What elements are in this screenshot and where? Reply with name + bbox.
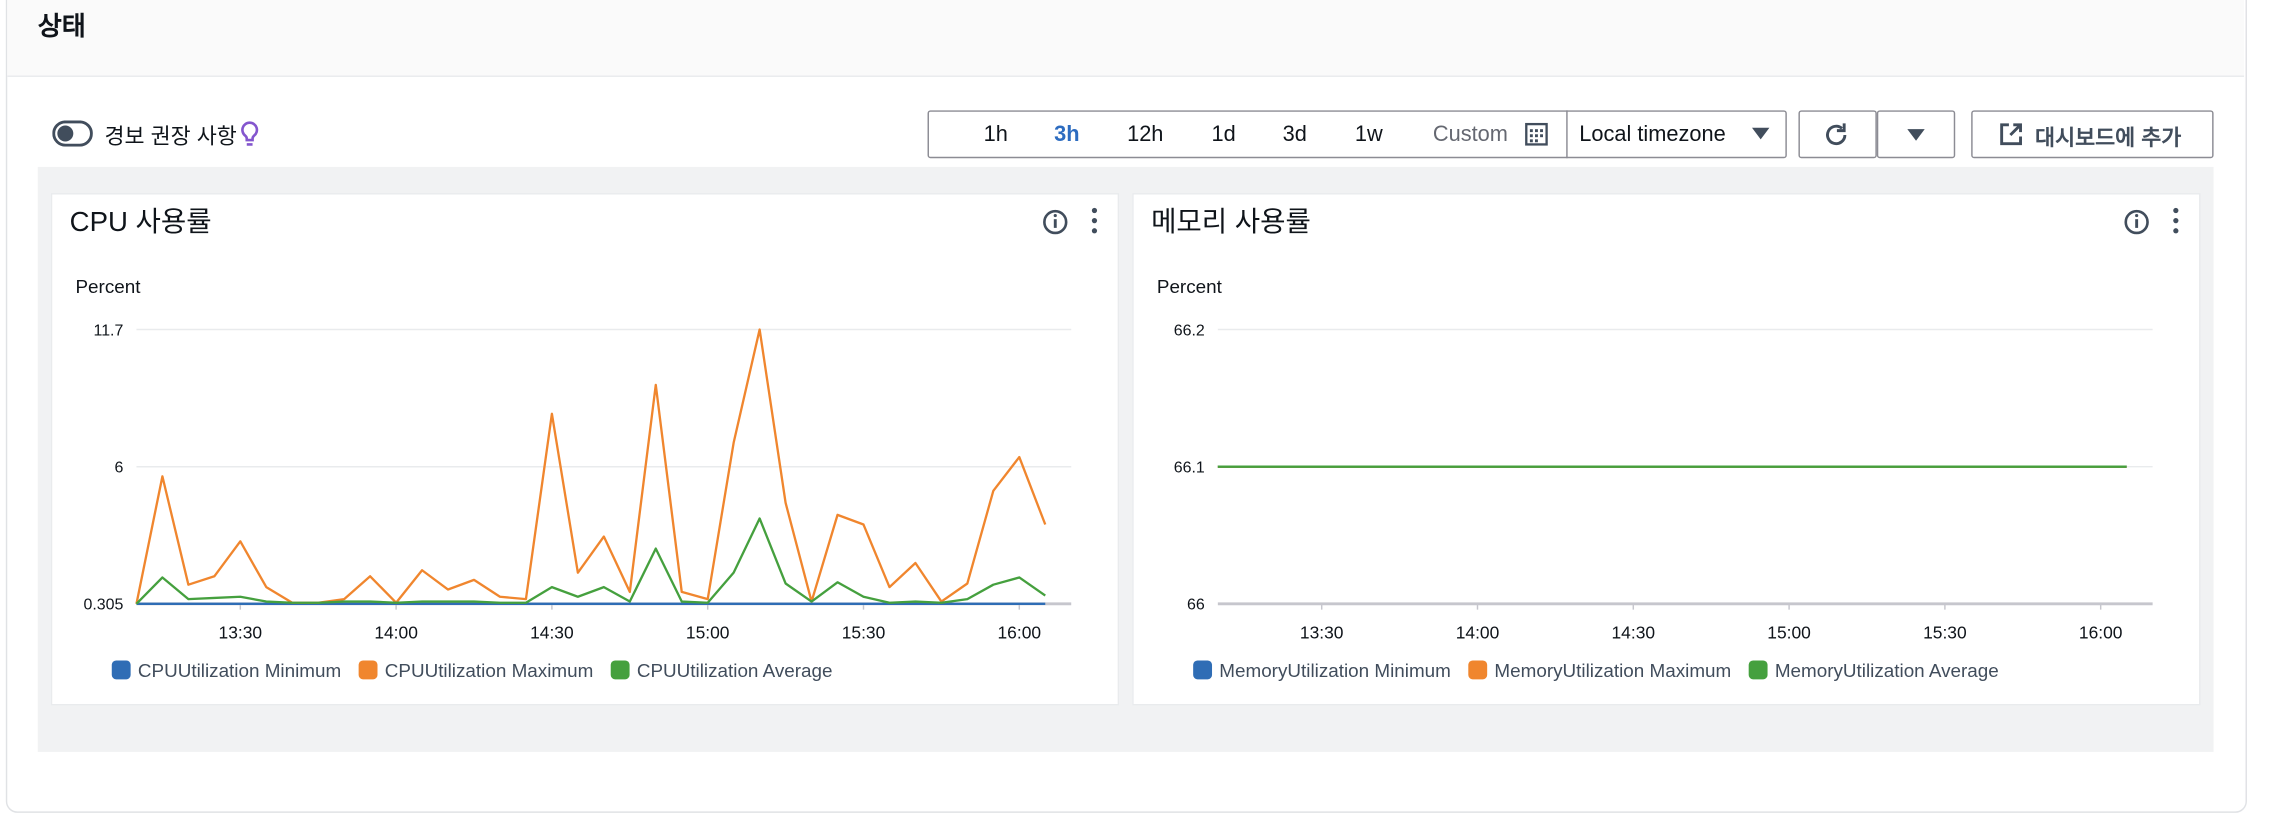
chart-title: 메모리 사용률 <box>1151 206 1311 237</box>
menu-icon <box>1091 228 1098 234</box>
y-tick-label: 66 <box>1187 597 1205 614</box>
caret-icon <box>1751 127 1770 140</box>
time-range-option[interactable]: 3h <box>1054 121 1080 147</box>
time-range-option[interactable]: Custom <box>1432 121 1508 147</box>
info-icon <box>2124 209 2149 235</box>
menu-icon <box>2173 228 2179 234</box>
legend-label: CPUUtilization Minimum <box>138 660 341 681</box>
add-dashboard-label: 대시보드에 추가 <box>2035 126 2182 151</box>
timezone-select[interactable]: Local timezone <box>1579 121 1726 147</box>
menu-icon <box>1091 207 1098 214</box>
y-tick-label: 66.2 <box>1174 322 1205 339</box>
x-tick-label: 16:00 <box>998 623 1042 643</box>
toggle[interactable] <box>52 120 93 147</box>
time-range-control <box>927 110 1787 159</box>
menu-icon <box>2173 218 2179 224</box>
x-tick-label: 14:30 <box>1612 623 1656 643</box>
section-title: 상태 <box>37 11 86 41</box>
time-range-option[interactable]: 12h <box>1127 121 1164 147</box>
time-range-option[interactable]: 1h <box>983 121 1008 147</box>
legend-label: CPUUtilization Average <box>637 660 833 681</box>
legend-swatch <box>111 660 131 680</box>
divider <box>1566 110 1568 159</box>
y-axis-label: Percent <box>75 276 141 297</box>
caret-icon <box>1907 129 1925 141</box>
refresh-icon <box>1826 123 1847 146</box>
panel <box>1132 193 2201 706</box>
legend-label: MemoryUtilization Average <box>1775 660 1999 681</box>
legend-label: MemoryUtilization Maximum <box>1494 660 1731 681</box>
x-tick-label: 15:00 <box>686 623 730 643</box>
time-range-option[interactable]: 1w <box>1354 121 1383 147</box>
y-tick-label: 66.1 <box>1174 459 1205 476</box>
y-tick-label: 0.305 <box>83 597 123 614</box>
x-tick-label: 14:00 <box>374 623 418 643</box>
info-icon <box>1043 209 1068 235</box>
time-range-option[interactable]: 3d <box>1282 121 1307 147</box>
charts: CPU 사용률 Percent 0.305 6 11.7 13:30 14:00 14:30 1… <box>70 206 2179 681</box>
x-tick-label: 13:30 <box>1300 623 1344 643</box>
chart-title: CPU 사용률 <box>70 206 212 237</box>
page: 상태 경보 권장 사항 Local timezone 대시보드에 추가 CPU … <box>5 0 2247 813</box>
refresh-button[interactable] <box>1798 110 1877 159</box>
info-icon <box>1053 213 1057 218</box>
legend-swatch <box>358 660 378 680</box>
info-icon <box>2135 213 2139 218</box>
bulb-icon <box>241 121 259 146</box>
x-tick-label: 13:30 <box>219 623 263 643</box>
legend-swatch <box>1748 660 1768 680</box>
legend-label: CPUUtilization Maximum <box>385 660 594 681</box>
y-tick-label: 11.7 <box>94 322 124 339</box>
external-icon <box>2000 123 2022 146</box>
menu-icon <box>2173 207 2179 214</box>
legend-swatch <box>1468 660 1488 680</box>
legend-swatch <box>610 660 630 680</box>
x-tick-label: 15:00 <box>1767 623 1811 643</box>
y-axis-label: Percent <box>1157 276 1223 297</box>
x-tick-label: 16:00 <box>2079 623 2123 643</box>
legend-swatch <box>1193 660 1213 680</box>
x-tick-label: 14:30 <box>530 623 574 643</box>
time-range-option[interactable]: 1d <box>1211 121 1236 147</box>
series-line <box>135 517 1046 605</box>
legend-label: MemoryUtilization Minimum <box>1219 660 1451 681</box>
y-tick-label: 6 <box>115 460 124 477</box>
calendar-icon[interactable] <box>1524 122 1549 147</box>
series-line <box>135 328 1047 605</box>
menu-icon <box>1091 218 1098 224</box>
header <box>7 0 2245 77</box>
x-tick-label: 15:30 <box>842 623 886 643</box>
panel <box>50 193 1120 706</box>
x-tick-label: 14:00 <box>1456 623 1500 643</box>
toggle-label: 경보 권장 사항 <box>104 124 237 150</box>
x-tick-label: 15:30 <box>1923 623 1967 643</box>
